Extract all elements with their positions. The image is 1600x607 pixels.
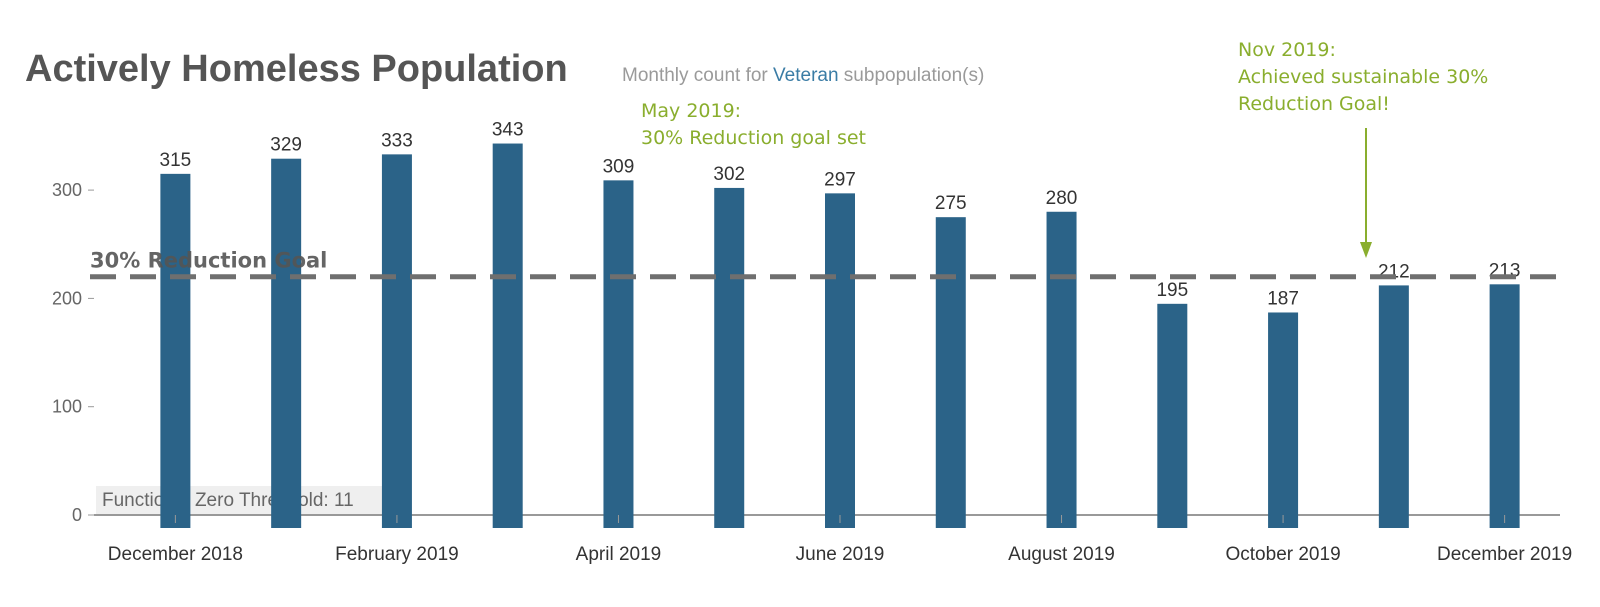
- annotation-nov-line2: Achieved sustainable 30%: [1238, 66, 1488, 88]
- annotation-may-line1: May 2019:: [641, 100, 741, 122]
- functional-zero-threshold: Functional Zero Threshold: 11: [96, 486, 390, 514]
- y-tick-label: 0: [72, 505, 82, 525]
- threshold-label: Functional Zero Threshold: 11: [102, 490, 354, 511]
- bar[interactable]: [603, 180, 634, 528]
- bar-value-label: 212: [1378, 261, 1410, 282]
- bar-value-label: 329: [270, 135, 302, 156]
- bars: [160, 143, 1520, 529]
- y-tick-label: 100: [52, 397, 82, 417]
- annotation-nov-2019: Nov 2019: Achieved sustainable 30% Reduc…: [1238, 39, 1488, 115]
- bar[interactable]: [935, 217, 966, 529]
- y-axis: 0 100 200 300: [52, 180, 94, 525]
- subtitle-prefix: Monthly count for: [622, 65, 773, 86]
- bar-value-label: 195: [1156, 280, 1188, 301]
- bar-value-label: 297: [824, 169, 856, 190]
- subtitle-highlight[interactable]: Veteran: [773, 65, 839, 86]
- bar-value-label: 275: [935, 193, 967, 214]
- chart-title: Actively Homeless Population: [25, 48, 568, 90]
- bar[interactable]: [825, 193, 855, 528]
- bar[interactable]: [1268, 312, 1299, 528]
- y-tick-label: 300: [52, 180, 82, 200]
- bar[interactable]: [714, 187, 745, 528]
- threshold-label-bg: [96, 486, 390, 514]
- x-tick-label: February 2019: [335, 544, 459, 565]
- annotation-may-line2: 30% Reduction goal set: [641, 127, 866, 149]
- bar-value-label: 343: [492, 120, 524, 141]
- bar[interactable]: [1046, 211, 1077, 528]
- bar[interactable]: [492, 143, 523, 528]
- bar[interactable]: [1378, 285, 1409, 528]
- goal-line-group: 30% Reduction Goal: [90, 249, 1560, 280]
- bar-value-label: 187: [1267, 288, 1299, 309]
- subtitle-suffix: subpopulation(s): [839, 65, 985, 86]
- annotation-nov-line1: Nov 2019:: [1238, 39, 1336, 61]
- bar-value-label: 309: [603, 156, 635, 177]
- x-tick-label: June 2019: [796, 544, 885, 565]
- bar[interactable]: [160, 173, 191, 529]
- bar[interactable]: [271, 158, 302, 528]
- bar[interactable]: [1157, 303, 1188, 528]
- x-tick-label: April 2019: [576, 544, 662, 565]
- annotation-nov-line3: Reduction Goal!: [1238, 93, 1390, 115]
- x-tick-label: August 2019: [1008, 544, 1115, 565]
- bar[interactable]: [381, 154, 412, 528]
- annotation-arrow: [1360, 128, 1372, 258]
- bar-value-label: 302: [713, 164, 745, 185]
- bar-value-label: 315: [160, 150, 192, 171]
- x-tick-label: October 2019: [1226, 544, 1341, 565]
- bar[interactable]: [1489, 284, 1520, 528]
- x-axis: December 2018 February 2019 April 2019 June…: [108, 515, 1572, 565]
- y-tick-label: 200: [52, 288, 82, 308]
- x-tick-label: December 2018: [108, 544, 243, 565]
- annotation-may-2019: May 2019: 30% Reduction goal set: [641, 100, 866, 149]
- bar-value-label: 280: [1046, 188, 1078, 209]
- chart-subtitle: Monthly count for Veteran subpopulation(…: [622, 65, 984, 86]
- bar-value-label: 333: [381, 130, 413, 151]
- goal-line-label: 30% Reduction Goal: [90, 249, 327, 273]
- x-tick-label: December 2019: [1437, 544, 1572, 565]
